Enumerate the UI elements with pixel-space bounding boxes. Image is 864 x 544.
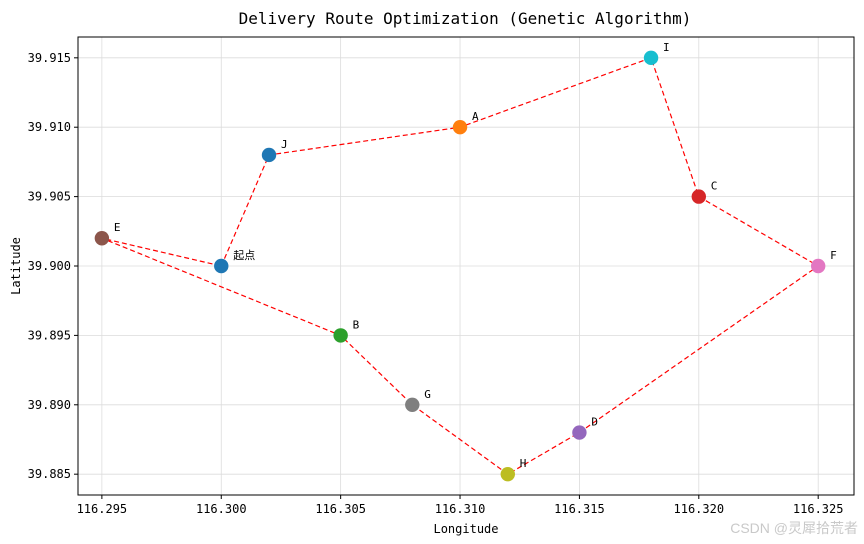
point-e	[94, 231, 110, 246]
y-tick-layer: 39.885 39.890 39.895 39.900 39.905 39.910 39.9…	[28, 51, 78, 481]
point-label: 起点	[233, 249, 255, 262]
watermark: CSDN @灵犀拾荒者	[730, 520, 858, 536]
point-label: H	[520, 457, 527, 470]
x-tick-label: 116.320	[674, 502, 725, 516]
x-tick-label: 116.295	[77, 502, 128, 516]
point-label-layer: 起点 A B C D E F G H I J	[114, 41, 837, 470]
point-label: D	[591, 416, 598, 429]
y-axis-label: Latitude	[9, 237, 23, 295]
point-label: E	[114, 221, 121, 234]
y-tick-label: 39.910	[28, 120, 71, 134]
point-label: F	[830, 249, 837, 262]
point-label: B	[353, 318, 360, 331]
point-b	[333, 328, 348, 343]
y-tick-label: 39.895	[28, 328, 71, 342]
x-tick-label: 116.300	[196, 502, 247, 516]
point-label: C	[711, 180, 718, 193]
point-label: I	[663, 41, 670, 54]
point-i	[643, 50, 659, 66]
point-label: G	[424, 388, 431, 401]
y-tick-label: 39.905	[28, 190, 71, 204]
x-tick-label: 116.325	[793, 502, 844, 516]
point-f	[810, 258, 826, 274]
chart-title: Delivery Route Optimization (Genetic Alg…	[239, 9, 692, 28]
point-j	[261, 147, 277, 163]
x-tick-label: 116.315	[554, 502, 605, 516]
x-tick-layer: 116.295 116.300 116.305 116.310 116.315 116.3…	[77, 495, 844, 516]
point-layer	[94, 50, 826, 482]
x-tick-label: 116.310	[435, 502, 486, 516]
point-g	[405, 397, 420, 412]
grid-layer	[78, 37, 854, 495]
point-start	[214, 258, 229, 274]
y-tick-label: 39.890	[28, 398, 71, 412]
x-tick-label: 116.305	[315, 502, 366, 516]
route-layer	[101, 57, 820, 475]
point-a	[452, 120, 468, 135]
route-path	[101, 57, 820, 475]
point-h	[500, 466, 515, 482]
y-tick-label: 39.885	[28, 467, 71, 481]
point-label: J	[281, 138, 288, 151]
point-c	[691, 189, 706, 204]
point-d	[572, 425, 587, 440]
point-label: A	[472, 110, 479, 123]
y-tick-label: 39.915	[28, 51, 71, 65]
y-tick-label: 39.900	[28, 259, 71, 273]
x-axis-label: Longitude	[433, 522, 498, 536]
